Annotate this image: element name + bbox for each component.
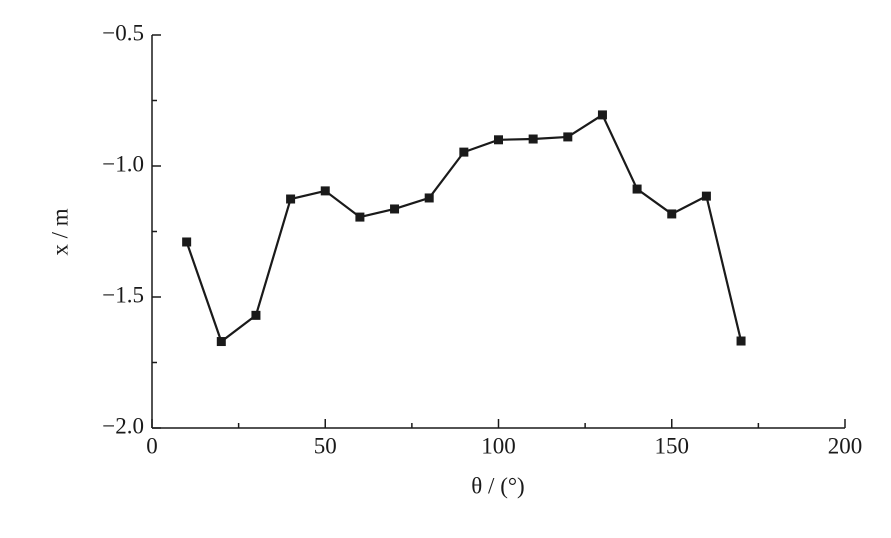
x-tick-label: 200 xyxy=(828,433,863,458)
y-tick-label: −1.5 xyxy=(102,282,144,307)
y-tick-label: −2.0 xyxy=(102,413,144,438)
y-tick-label: −0.5 xyxy=(102,20,144,45)
marker xyxy=(182,237,192,247)
x-axis-label: θ / (°) xyxy=(471,473,524,498)
marker xyxy=(667,209,677,219)
marker xyxy=(528,134,538,144)
marker xyxy=(563,132,573,142)
x-tick-label: 150 xyxy=(655,433,690,458)
marker xyxy=(355,212,365,222)
marker xyxy=(320,186,330,196)
marker xyxy=(251,310,261,320)
marker xyxy=(736,336,746,346)
marker xyxy=(390,204,400,214)
marker xyxy=(424,193,434,203)
x-tick-label: 50 xyxy=(314,433,337,458)
marker xyxy=(494,135,503,145)
x-tick-label: 100 xyxy=(481,433,516,458)
marker xyxy=(459,147,469,157)
x-tick-label: 0 xyxy=(146,433,158,458)
marker xyxy=(597,110,607,120)
marker xyxy=(216,337,226,347)
marker xyxy=(632,184,642,194)
marker xyxy=(286,194,296,204)
y-axis-label: x / m xyxy=(47,208,72,255)
marker xyxy=(701,191,711,201)
y-tick-label: −1.0 xyxy=(102,151,144,176)
